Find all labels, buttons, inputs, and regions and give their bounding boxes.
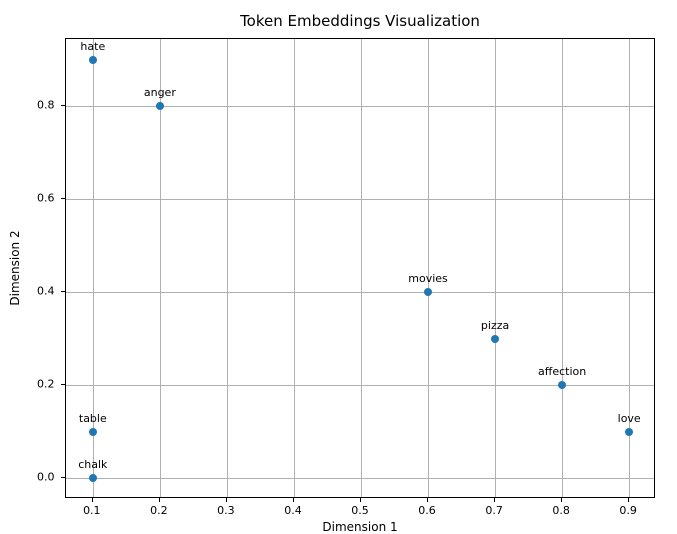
y-tick-label: 0.8 (37, 99, 55, 112)
scatter-point (625, 428, 633, 436)
x-tick (293, 498, 294, 502)
x-tick (561, 498, 562, 502)
x-tick-label: 0.6 (418, 504, 436, 517)
scatter-point (89, 474, 97, 482)
x-axis-label: Dimension 1 (322, 520, 397, 534)
chart-title: Token Embeddings Visualization (240, 12, 480, 30)
x-tick (628, 498, 629, 502)
x-tick (360, 498, 361, 502)
x-tick (226, 498, 227, 502)
y-tick (61, 198, 65, 199)
scatter-point-label: affection (538, 365, 586, 378)
scatter-point (558, 381, 566, 389)
scatter-point (424, 288, 432, 296)
x-tick (494, 498, 495, 502)
x-tick (92, 498, 93, 502)
plot-area: hate anger movies pizza affection love table ch… (65, 38, 655, 498)
x-tick-label: 0.5 (351, 504, 369, 517)
x-tick-label: 0.3 (217, 504, 235, 517)
grid-line-horizontal (66, 199, 654, 200)
scatter-point-label: table (79, 412, 107, 425)
grid-line-vertical (562, 39, 563, 497)
grid-line-vertical (428, 39, 429, 497)
y-tick-label: 0.0 (37, 471, 55, 484)
y-tick-label: 0.2 (37, 378, 55, 391)
x-tick (159, 498, 160, 502)
scatter-point-label: anger (144, 86, 176, 99)
scatter-point-label: pizza (481, 319, 509, 332)
x-tick (427, 498, 428, 502)
x-tick-label: 0.4 (284, 504, 302, 517)
y-tick (61, 477, 65, 478)
scatter-point (89, 56, 97, 64)
scatter-point (156, 102, 164, 110)
x-tick-label: 0.7 (485, 504, 503, 517)
y-tick-label: 0.6 (37, 192, 55, 205)
x-tick-label: 0.9 (619, 504, 637, 517)
chart-container: Token Embeddings Visualization hate anger… (0, 0, 677, 531)
grid-line-horizontal (66, 106, 654, 107)
scatter-point-label: movies (408, 272, 448, 285)
scatter-point-label: love (618, 412, 641, 425)
y-axis-label: Dimension 2 (8, 230, 22, 305)
grid-line-horizontal (66, 478, 654, 479)
grid-line-vertical (495, 39, 496, 497)
scatter-point (89, 428, 97, 436)
x-tick-label: 0.1 (83, 504, 101, 517)
scatter-point-label: hate (80, 40, 105, 53)
grid-line-vertical (361, 39, 362, 497)
y-tick (61, 105, 65, 106)
grid-line-vertical (227, 39, 228, 497)
y-tick (61, 291, 65, 292)
x-tick-label: 0.2 (150, 504, 168, 517)
scatter-point-label: chalk (78, 458, 107, 471)
grid-line-vertical (294, 39, 295, 497)
y-tick (61, 384, 65, 385)
y-tick-label: 0.4 (37, 285, 55, 298)
grid-line-horizontal (66, 292, 654, 293)
x-tick-label: 0.8 (552, 504, 570, 517)
scatter-point (491, 335, 499, 343)
